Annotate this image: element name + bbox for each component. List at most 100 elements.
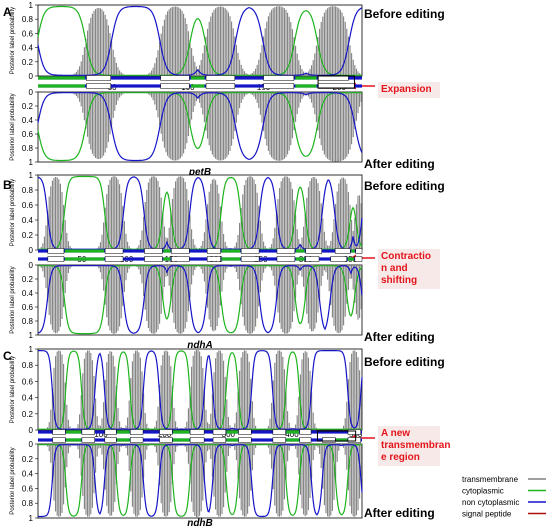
cytoplasmic-series	[38, 350, 362, 430]
topology-bar-transmembrane	[160, 83, 190, 89]
after-editing-label: After editing	[364, 506, 435, 520]
y-tick-label: 0.8	[22, 317, 34, 326]
topology-bar-cytoplasmic	[221, 257, 241, 261]
gene-name: petB	[188, 167, 211, 178]
annotation-text: Expansion	[381, 84, 432, 95]
y-tick-label: 0.2	[22, 102, 34, 111]
after-topology-bar	[38, 256, 363, 262]
topology-bar-cytoplasmic	[226, 430, 238, 434]
annotation: Contractio n and shifting	[350, 249, 440, 289]
topology-bar-cytoplasmic	[66, 430, 82, 434]
annotation-text: Contractio n and shifting	[381, 251, 431, 286]
topology-bar-transmembrane	[205, 75, 236, 81]
topology-bar-transmembrane	[189, 429, 205, 435]
topology-bar-transmembrane	[347, 429, 361, 435]
y-tick-label: 0.6	[22, 377, 34, 386]
topology-bar-transmembrane	[263, 75, 295, 81]
topology-bar-cytoplasmic	[64, 257, 105, 261]
topology-bar-cytoplasmic	[295, 257, 305, 261]
y-tick-label: 1	[29, 171, 34, 180]
before-editing-label: Before editing	[364, 355, 445, 369]
topology-bar-transmembrane	[305, 248, 322, 254]
y-tick-label: 1	[29, 1, 34, 10]
topology-bar-cytoplasmic	[347, 257, 354, 261]
panel-b: B50100150200250300350Before editingAfter…	[3, 178, 445, 351]
topology-bar-cytoplasmic	[190, 76, 205, 80]
x-tick-label: 400	[285, 430, 299, 439]
y-tick-label: 0.2	[22, 231, 34, 240]
topology-bar-transmembrane	[52, 437, 66, 443]
topology-bar-transmembrane	[86, 75, 111, 81]
after-editing-label: After editing	[364, 157, 435, 171]
y-tick-label: 0.2	[22, 275, 34, 284]
topology-bar-transmembrane	[104, 437, 117, 443]
topology-bar-transmembrane	[144, 248, 163, 254]
y-tick-label: 0	[29, 261, 34, 270]
y-tick-label: 0.8	[22, 499, 34, 508]
y-tick-label: 0.8	[22, 361, 34, 370]
legend-label: signal peptide	[462, 510, 512, 519]
annotation: A new transmembran e region	[350, 426, 450, 466]
topology-bar-transmembrane	[160, 75, 190, 81]
topology-bar-cytoplasmic	[172, 438, 190, 442]
topology-bar-transmembrane	[81, 429, 95, 435]
after-editing-plot: 0 0.2 0.4 0.6 0.8 1 Posterior label probabilit…	[10, 88, 363, 167]
y-tick-label: 0.4	[22, 216, 34, 225]
y-tick-label: 0.8	[22, 15, 34, 24]
y-tick-label: 0	[29, 440, 34, 449]
topology-bar-cytoplasmic	[190, 84, 205, 88]
topology-bar-cytoplasmic	[66, 438, 82, 442]
topology-bar-cytoplasmic	[172, 430, 190, 434]
annotation-line: e region	[381, 452, 420, 463]
topology-bar-cytoplasmic	[295, 84, 317, 88]
topology-bar-transmembrane	[171, 256, 190, 262]
topology-bar-transmembrane	[272, 437, 286, 443]
topology-bar-cytoplasmic	[38, 76, 85, 80]
annotation-line: A new	[381, 428, 410, 439]
topology-bar-transmembrane	[86, 83, 111, 89]
legend-label: non cytoplasmic	[462, 498, 519, 507]
cytoplasmic-series	[37, 92, 362, 162]
gene-name: ndhA	[187, 340, 213, 351]
legend-label: transmembrane	[462, 475, 519, 484]
topology-bar-transmembrane	[189, 437, 205, 443]
before-editing-plot: 1 0.8 0.6 0.4 0.2 0 Posterior label probabilit…	[10, 1, 363, 81]
topology-bar-transmembrane	[205, 83, 236, 89]
topology-bar-non-cytoplasmic	[38, 257, 362, 261]
topology-bar-transmembrane	[238, 429, 252, 435]
after-editing-plot: 0 0.2 0.4 0.6 0.8 1 Posterior label probabilit…	[10, 440, 363, 523]
non-cytoplasmic-series	[37, 5, 363, 76]
topology-bar-cytoplasmic	[335, 438, 348, 442]
before-topology-bar	[38, 429, 362, 435]
before-editing-label: Before editing	[364, 179, 445, 193]
topology-bar-cytoplasmic	[116, 430, 130, 434]
annotation-line: Contractio	[381, 251, 431, 262]
topology-bar-transmembrane	[240, 256, 260, 262]
y-tick-label: 0.4	[22, 44, 34, 53]
topology-bar-transmembrane	[81, 437, 95, 443]
topology-bar-transmembrane	[299, 437, 312, 443]
y-tick-label: 0.4	[22, 116, 34, 125]
annotation: Expansion	[350, 82, 440, 98]
y-axis-label: Posterior label probability	[10, 266, 16, 333]
y-tick-label: 0.2	[22, 455, 34, 464]
annotation-box	[378, 249, 440, 289]
panel-letter: A	[3, 5, 12, 19]
y-tick-label: 0.6	[22, 484, 34, 493]
topology-bar-cytoplasmic	[163, 249, 171, 253]
topology-bar-transmembrane	[52, 429, 66, 435]
topology-bar-transmembrane	[276, 248, 296, 254]
topology-bar-cytoplasmic	[226, 438, 238, 442]
topology-bar-transmembrane	[354, 256, 363, 262]
topology-bar-cytoplasmic	[286, 430, 299, 434]
y-tick-label: 0	[29, 72, 34, 81]
topology-bar-cytoplasmic	[163, 257, 171, 261]
y-tick-label: 0.8	[22, 144, 34, 153]
highlight-box	[316, 430, 357, 442]
topology-bar-transmembrane	[272, 429, 286, 435]
topology-bar-cytoplasmic	[38, 84, 85, 88]
topology-bar-transmembrane	[240, 248, 260, 254]
topology-bar-cytoplasmic	[286, 438, 299, 442]
